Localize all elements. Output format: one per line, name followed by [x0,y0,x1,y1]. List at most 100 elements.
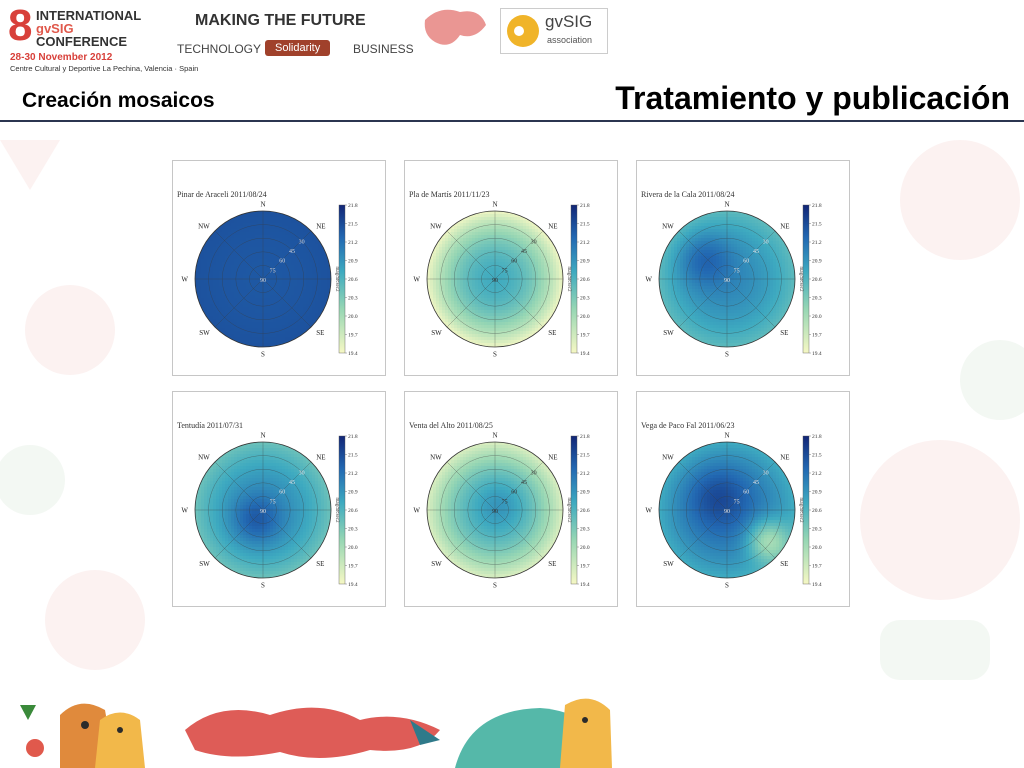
slogan-making-future: MAKING THE FUTURE [195,12,366,29]
colorbar-label: mag/arcsec2 [566,498,571,523]
polar-chart-svg: Pla de Martís 2011/11/239075604530NNEESE… [409,190,590,359]
chart-title: Tentudía 2011/07/31 [177,421,243,430]
face-illustration-left [60,703,145,768]
colorbar-tick-label: 21.2 [580,240,590,246]
colorbar-tick-label: 21.2 [348,471,358,477]
colorbar-tick-label: 19.7 [348,564,358,570]
colorbar-ticks: 21.8 21.5 21.2 20.9 20.6 20.3 20.0 19.7 19.4 [577,434,590,588]
colorbar-tick-label: 20.9 [812,490,822,496]
colorbar-tick-label: 20.0 [348,545,358,551]
colorbar-tick-label: 20.6 [348,277,358,283]
colorbar-tick-label: 19.7 [348,333,358,339]
colorbar-tick-label: 20.0 [812,545,822,551]
colorbar-tick-label: 21.8 [812,434,822,440]
compass-label-se: SE [316,329,324,337]
compass-label-n: N [724,432,729,440]
conference-dates: 28-30 November 2012 [10,52,113,63]
compass-label-ne: NE [780,453,789,461]
colorbar-tick-label: 20.9 [348,259,358,265]
ring-label: 30 [299,239,305,245]
colorbar-tick-label: 19.4 [348,582,358,588]
colorbar-tick-label: 20.3 [812,296,822,302]
colorbar-tick-label: 21.8 [348,203,358,209]
colorbar-tick-label: 21.8 [348,434,358,440]
conference-line-conference: CONFERENCE [36,34,128,49]
compass-label-w: W [645,276,652,284]
colorbar-tick-label: 20.6 [348,508,358,514]
polar-grid [659,442,795,578]
colorbar-tick-label: 20.6 [812,508,822,514]
ring-label: 45 [289,249,295,255]
polar-outline [426,441,564,579]
ring-label: 30 [531,239,537,245]
colorbar-tick-label: 20.6 [812,277,822,283]
gear-icon [26,739,44,757]
colorbar-tick-label: 21.2 [348,240,358,246]
compass-label-sw: SW [199,329,210,337]
chart-title: Venta del Alto 2011/08/25 [409,421,493,430]
colorbar-tick-label: 21.5 [348,453,358,459]
polar-grid [427,211,563,347]
compass-label-sw: SW [663,560,674,568]
polar-outline [658,210,796,348]
colorbar-tick-label: 21.8 [580,203,590,209]
colorbar-tick-label: 21.2 [812,240,822,246]
polar-chart-panel: Rivera de la Cala 2011/08/24 90 75 60 45 30 N N… [636,160,850,376]
slide-subtitle: Creación mosaicos [22,89,215,112]
compass-label-n: N [260,432,265,440]
compass-label-s: S [493,582,497,590]
ring-label: 60 [511,490,517,496]
colorbar-tick-label: 21.2 [812,471,822,477]
colorbar-tick-label: 20.3 [348,296,358,302]
colorbar-tick-label: 20.0 [580,314,590,320]
colorbar-ticks: 21.8 21.5 21.2 20.9 20.6 20.3 20.0 19.7 19.4 [809,203,822,357]
ring-label: 75 [734,268,740,274]
conference-line-international: INTERNATIONAL [36,8,142,23]
ring-label: 75 [734,499,740,505]
ring-label: 75 [270,268,276,274]
compass-label-s: S [261,582,265,590]
ring-label: 45 [521,249,527,255]
polar-chart-panel: Pinar de Araceli 2011/08/24 90 75 60 45 30 N NE… [172,160,386,376]
colorbar-tick-label: 19.4 [580,582,590,588]
polar-spoke [446,461,544,559]
face-illustration-right [560,698,612,768]
polar-spoke [214,461,312,559]
colorbar-label: mag/arcsec2 [334,498,339,523]
colorbar-tick-label: 20.9 [348,490,358,496]
polar-grid [195,442,331,578]
compass-label-sw: SW [663,329,674,337]
ring-label: 30 [299,470,305,476]
compass-label-nw: NW [662,222,674,230]
polar-spoke [214,230,312,328]
polar-outline [658,441,796,579]
conference-line-gvsig: gvSIG [36,21,74,36]
ring-label: 45 [753,249,759,255]
arrow-down-icon [20,705,36,720]
polar-chart-panel: Vega de Paco Fal 2011/06/23 90 75 60 45 30 N NE… [636,391,850,607]
compass-label-nw: NW [198,222,210,230]
colorbar-tick-label: 20.0 [812,314,822,320]
ring-label: 75 [502,499,508,505]
colorbar-tick-label: 20.3 [580,296,590,302]
colorbar-tick-label: 20.3 [580,527,590,533]
compass-label-s: S [493,351,497,359]
polar-chart-panel: Venta del Alto 2011/08/259075604530NNEES… [404,391,618,607]
compass-label-ne: NE [548,222,557,230]
compass-label-se: SE [548,329,556,337]
compass-label-w: W [181,507,188,515]
colorbar-tick-label: 20.9 [580,259,590,265]
colorbar-tick-label: 21.5 [580,453,590,459]
compass-label-se: SE [548,560,556,568]
colorbar-tick-label: 19.4 [812,351,822,357]
chart-title: Pinar de Araceli 2011/08/24 [177,190,267,199]
colorbar-tick-label: 20.9 [580,490,590,496]
colorbar-tick-label: 19.4 [580,351,590,357]
compass-label-se: SE [780,560,788,568]
